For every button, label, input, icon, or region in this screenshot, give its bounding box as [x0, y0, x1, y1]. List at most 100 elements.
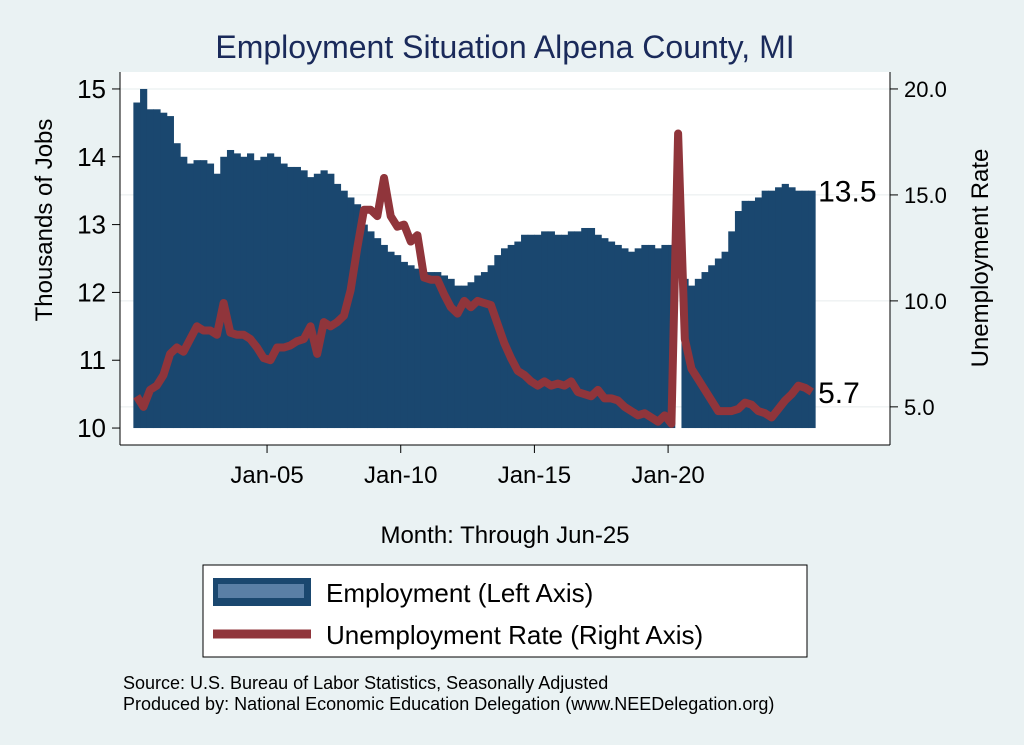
- bar: [420, 272, 428, 429]
- y2-axis-label: Unemployment Rate: [967, 149, 994, 368]
- bar: [160, 112, 168, 429]
- bar: [795, 190, 803, 429]
- y-axis-label: Thousands of Jobs: [31, 119, 58, 322]
- bar: [253, 160, 261, 429]
- bar: [734, 211, 743, 429]
- bar: [694, 278, 703, 429]
- end-label: 13.5: [818, 176, 876, 209]
- x-tick-label: Jan-05: [230, 462, 303, 489]
- bar: [293, 166, 301, 429]
- bar: [246, 153, 255, 429]
- bar: [581, 227, 589, 429]
- bar: [601, 238, 609, 429]
- bar: [721, 251, 729, 429]
- y-tick-label: 12: [77, 277, 106, 307]
- legend-label: Unemployment Rate (Right Axis): [326, 620, 703, 650]
- bar: [541, 231, 549, 429]
- bar: [621, 248, 629, 429]
- bar: [474, 275, 482, 429]
- bar: [761, 190, 769, 429]
- line: [133, 129, 814, 428]
- bar: [380, 244, 388, 429]
- y2-tick-label: 10.0: [904, 289, 947, 314]
- x-axis-label: Month: Through Jun-25: [380, 522, 629, 549]
- bar: [494, 255, 502, 429]
- bar: [607, 241, 616, 429]
- bar: [394, 255, 402, 429]
- bar: [754, 197, 763, 429]
- bar: [360, 224, 368, 429]
- x-tick-label: Jan-10: [364, 462, 437, 489]
- bar: [507, 244, 515, 429]
- bar: [434, 272, 442, 429]
- y-tick-label: 11: [79, 345, 106, 375]
- bar: [373, 238, 382, 429]
- bar: [140, 88, 148, 429]
- legend-swatch-inner: [218, 584, 304, 598]
- bar: [353, 204, 362, 429]
- y2-tick-label: 15.0: [904, 183, 947, 208]
- bar: [614, 244, 622, 429]
- bar: [781, 183, 789, 429]
- bar: [487, 265, 495, 429]
- bar: [527, 234, 535, 429]
- bar: [634, 248, 642, 429]
- bar: [728, 231, 736, 429]
- bar: [768, 190, 776, 429]
- bar: [440, 275, 449, 429]
- bar: [387, 251, 395, 429]
- bar: [775, 187, 783, 429]
- bar: [240, 156, 248, 429]
- bar: [186, 163, 195, 429]
- bar: [206, 163, 215, 429]
- bar: [180, 156, 188, 429]
- bar: [400, 261, 408, 429]
- bar: [641, 244, 649, 429]
- bar: [307, 177, 315, 429]
- bar: [808, 190, 816, 429]
- bar: [153, 109, 161, 429]
- bar: [801, 190, 809, 429]
- bar: [267, 153, 275, 429]
- legend-label: Employment (Left Axis): [326, 578, 593, 608]
- bar: [233, 153, 241, 429]
- bar: [320, 170, 328, 429]
- bar: [280, 163, 288, 429]
- bar: [788, 187, 796, 429]
- bar: [467, 282, 475, 429]
- bar: [708, 265, 716, 429]
- bar: [574, 231, 582, 429]
- y-tick-label: 15: [77, 74, 106, 104]
- bar: [567, 231, 576, 429]
- bar: [200, 160, 208, 429]
- bar: [701, 272, 709, 429]
- bar: [661, 244, 669, 429]
- y-tick-label: 13: [77, 210, 106, 240]
- bar: [587, 227, 596, 429]
- bar: [220, 156, 228, 429]
- y-tick-label: 10: [77, 413, 106, 443]
- bar: [226, 149, 235, 429]
- bar: [521, 234, 529, 429]
- bar: [300, 170, 308, 429]
- bar: [333, 183, 342, 429]
- bar: [627, 251, 636, 429]
- bar: [287, 166, 295, 429]
- end-label: 5.7: [818, 377, 860, 410]
- bar: [554, 234, 562, 429]
- bar: [654, 248, 662, 429]
- bar: [133, 102, 141, 429]
- bar: [193, 160, 201, 429]
- x-tick-label: Jan-20: [631, 462, 704, 489]
- bar: [480, 272, 489, 429]
- bar: [547, 231, 555, 429]
- bar: [454, 285, 462, 429]
- bar: [407, 265, 415, 429]
- bar: [714, 258, 723, 429]
- bar: [561, 234, 569, 429]
- y2-tick-label: 20.0: [904, 77, 947, 102]
- bar: [514, 241, 522, 429]
- bar: [748, 200, 756, 429]
- source-note: Source: U.S. Bureau of Labor Statistics,…: [123, 673, 608, 693]
- bar: [347, 197, 355, 429]
